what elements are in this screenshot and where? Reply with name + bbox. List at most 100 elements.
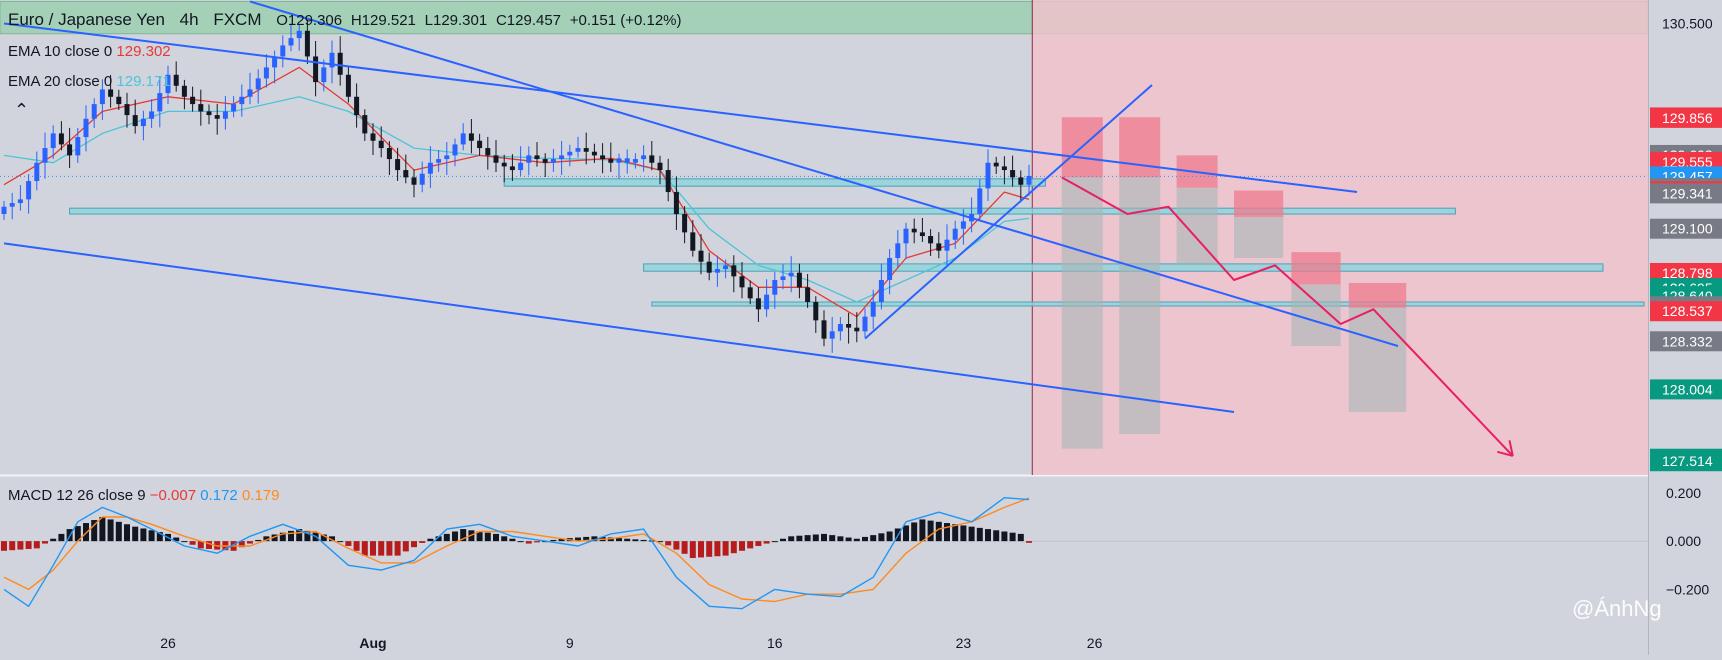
forecast-arrow-head xyxy=(1497,450,1514,457)
macd-main-line xyxy=(3,497,1030,610)
support-box-0 xyxy=(503,178,1046,187)
symbol-interval[interactable]: 4h xyxy=(179,10,199,29)
candle-body xyxy=(534,155,540,160)
trendlines-layer[interactable] xyxy=(3,0,1399,413)
candle-body xyxy=(690,232,696,251)
candle-body xyxy=(206,111,212,116)
candle-body xyxy=(247,89,253,97)
candle-body xyxy=(550,159,556,163)
macd-histogram-bar xyxy=(386,541,393,556)
ema10-label: EMA 10 close 0 xyxy=(8,43,113,60)
candle-body xyxy=(26,181,32,200)
macd-histogram-bar xyxy=(353,541,360,551)
macd-histogram-bar xyxy=(985,529,991,542)
candle-body xyxy=(878,280,884,303)
candle-body xyxy=(403,170,409,178)
macd-histogram-bar xyxy=(394,541,401,556)
forecast-bar-body-2 xyxy=(1176,187,1218,264)
price-label-4: 129.555 xyxy=(1662,154,1713,170)
macd-histogram-bar xyxy=(730,541,737,554)
macd-histogram-bar xyxy=(780,538,786,542)
price-label-bg-10 xyxy=(1650,262,1722,283)
price-axis-bg xyxy=(1648,0,1722,655)
macd-histogram-bar xyxy=(673,541,680,550)
candle-body xyxy=(1018,177,1024,185)
candle-body xyxy=(985,162,991,189)
macd-histogram-bar xyxy=(50,538,57,542)
symbol-name[interactable]: Euro / Japanese Yen xyxy=(8,10,165,29)
macd-histogram-bar xyxy=(443,533,450,542)
price-label-8: 129.341 xyxy=(1662,185,1713,201)
symbol-legend[interactable]: Euro / Japanese Yen 4h FXCM O129.306 H12… xyxy=(8,10,686,30)
forecast-bar-body-1 xyxy=(1119,177,1161,434)
macd-histogram-bar xyxy=(263,536,270,542)
candle-body xyxy=(67,144,73,156)
candle-body xyxy=(190,96,196,105)
candle-body xyxy=(493,155,499,163)
candle-body xyxy=(731,265,737,277)
collapse-chevron-icon[interactable]: ⌃ xyxy=(14,100,30,120)
candle-body xyxy=(157,93,163,112)
candle-body xyxy=(9,203,15,207)
macd-histogram-bar xyxy=(9,541,16,551)
macd-hist-value: −0.007 xyxy=(149,487,197,504)
axes-layer: 130.500129.859129.856129.603129.555129.4… xyxy=(160,15,1722,651)
forecast-bar-body-4 xyxy=(1291,284,1341,346)
macd-histogram-bar xyxy=(878,533,885,542)
macd-histogram-bar xyxy=(911,522,918,542)
ema20-legend[interactable]: EMA 20 close 0 129.171 xyxy=(8,73,171,90)
macd-histogram-bar xyxy=(329,536,335,542)
ema-layer xyxy=(0,66,1648,318)
forecast-bar-body-0 xyxy=(1061,177,1103,449)
macd-histogram-bar xyxy=(279,532,286,542)
candle-body xyxy=(911,228,917,233)
candle-body xyxy=(50,133,56,149)
macd-histogram-bar xyxy=(345,541,352,546)
candle-body xyxy=(149,111,155,119)
macd-histogram-bar xyxy=(99,517,106,542)
candle-body xyxy=(813,302,819,321)
candle-body xyxy=(526,155,532,163)
forecast-path-layer xyxy=(1061,176,1514,457)
macd-legend[interactable]: MACD 12 26 close 9 −0.007 0.172 0.179 xyxy=(8,487,279,504)
candle-body xyxy=(419,173,425,185)
macd-histogram-bar xyxy=(484,532,491,542)
candle-body xyxy=(936,243,942,251)
candle-body xyxy=(181,85,187,97)
macd-histogram-bar xyxy=(124,524,130,542)
forecast-bar-body-5 xyxy=(1348,307,1407,412)
candle-body xyxy=(427,162,433,174)
candle-body xyxy=(296,30,302,39)
macd-histogram-bar xyxy=(681,541,688,554)
price-label-2: 129.856 xyxy=(1662,110,1713,126)
candle-body xyxy=(723,265,729,270)
candle-body xyxy=(140,118,146,127)
price-label-16: 128.004 xyxy=(1662,381,1713,397)
macd-histogram-bar xyxy=(337,541,344,543)
candle-body xyxy=(657,162,663,171)
candle-body xyxy=(977,188,983,215)
candle-body xyxy=(829,331,835,339)
candle-body xyxy=(321,67,327,83)
forecast-bar-top-5 xyxy=(1348,282,1407,308)
candle-body xyxy=(173,74,179,86)
macd-axis-tick-1: 0.000 xyxy=(1666,533,1701,549)
candle-body xyxy=(796,272,802,288)
price-label-bg-2 xyxy=(1650,107,1722,128)
candle-body xyxy=(649,155,655,163)
candle-body xyxy=(739,276,745,288)
candle-body xyxy=(567,151,573,156)
macd-histogram-bar xyxy=(509,538,516,542)
macd-histogram-bar xyxy=(952,524,959,542)
candle-body xyxy=(559,155,565,160)
ema10-legend[interactable]: EMA 10 close 0 129.302 xyxy=(8,43,171,60)
macd-histogram-bar xyxy=(132,526,139,542)
macd-histogram-bar xyxy=(402,541,409,552)
ema20-line xyxy=(3,96,1030,303)
time-tick-2: 9 xyxy=(566,635,574,651)
candle-body xyxy=(198,104,204,112)
macd-histogram-bar xyxy=(255,539,262,542)
macd-histogram-bar xyxy=(271,534,278,542)
